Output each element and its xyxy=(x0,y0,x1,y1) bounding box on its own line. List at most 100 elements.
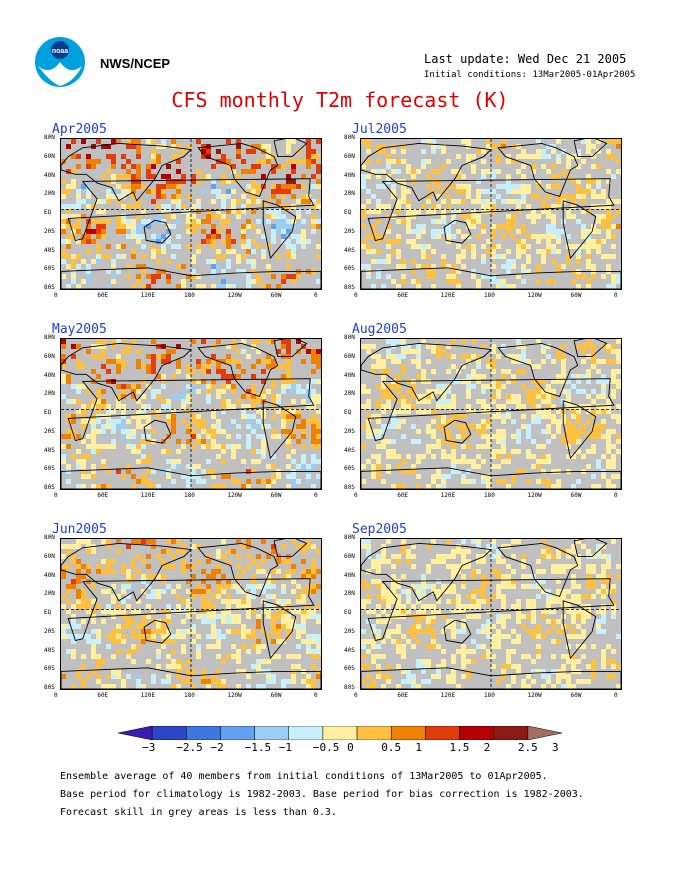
footnotes: Ensemble average of 40 members from init… xyxy=(60,768,584,822)
x-tick-label: 60E xyxy=(97,492,109,499)
last-update-text: Last update: Wed Dec 21 2005 xyxy=(424,52,627,66)
colorbar-segment xyxy=(390,726,426,740)
x-tick-label: 120E xyxy=(140,492,156,499)
y-tick-label: 60N xyxy=(344,352,355,360)
colorbar-segment xyxy=(151,726,187,740)
colorbar-label: −2 xyxy=(210,741,224,754)
colorbar-label: 1.5 xyxy=(449,741,470,754)
colorbar-label: 0 xyxy=(347,741,354,754)
y-tick-label: 40N xyxy=(344,371,355,379)
map-canvas xyxy=(361,339,621,489)
page-title: CFS monthly T2m forecast (K) xyxy=(171,88,509,112)
colorbar-segment xyxy=(220,726,255,740)
y-tick-label: EQ xyxy=(44,209,52,216)
forecast-map xyxy=(360,338,622,490)
y-tick-label: 20N xyxy=(344,590,355,598)
x-tick-label: 60W xyxy=(270,692,282,699)
colorbar-segment xyxy=(356,726,392,740)
panel-title: Jul2005 xyxy=(352,122,407,137)
x-tick-label: 120W xyxy=(227,292,242,299)
x-tick-label: 120W xyxy=(227,492,242,499)
colorbar-label: 2 xyxy=(483,741,491,754)
x-tick-label: 180 xyxy=(184,492,195,499)
x-tick-label: 120W xyxy=(227,692,242,699)
x-tick-label: 180 xyxy=(484,692,495,699)
y-tick-label: 40N xyxy=(44,171,55,179)
x-tick-label: 60W xyxy=(270,292,282,299)
map-canvas xyxy=(361,539,621,689)
y-tick-label: EQ xyxy=(344,409,352,416)
y-tick-label: 20S xyxy=(44,227,55,235)
y-tick-label: 20S xyxy=(344,627,355,635)
map-canvas xyxy=(61,539,321,689)
footnote-skill: Forecast skill in grey areas is less tha… xyxy=(60,807,337,818)
x-tick-label: 0 xyxy=(54,292,58,299)
y-tick-label: 60N xyxy=(44,152,55,160)
x-tick-label: 0 xyxy=(314,292,318,299)
y-tick-label: 20N xyxy=(344,190,355,198)
y-tick-label: 40S xyxy=(44,246,55,254)
y-tick-label: 40N xyxy=(344,171,355,179)
colorbar-label: 2.5 xyxy=(517,741,538,754)
x-tick-label: 60E xyxy=(97,292,109,299)
colorbar-label: −0.5 xyxy=(312,741,340,754)
x-tick-label: 0 xyxy=(314,692,318,699)
colorbar xyxy=(118,726,562,740)
x-tick-label: 60W xyxy=(270,492,282,499)
map-panel-sep: Sep2005 80N 60N 40N 20N EQ 20S 40S 60S 80S 0 60E 12… xyxy=(344,522,642,702)
colorbar-segment xyxy=(322,726,358,740)
y-tick-label: 60N xyxy=(344,152,355,160)
x-tick-label: 120W xyxy=(527,492,542,499)
map-panel-may: May2005 80N 60N 40N 20N EQ 20S 40S 60S 80S 0 60E 12… xyxy=(44,322,342,502)
y-tick-label: 20S xyxy=(44,427,55,435)
y-tick-label: 20N xyxy=(44,590,55,598)
x-tick-label: 60W xyxy=(570,492,582,499)
y-tick-label: 60S xyxy=(344,265,355,273)
y-tick-label: 80S xyxy=(44,284,55,291)
colorbar-label: 3 xyxy=(552,741,559,754)
x-tick-label: 0 xyxy=(354,692,358,699)
y-tick-label: 80S xyxy=(344,684,355,691)
colorbar-segment xyxy=(493,726,529,740)
colorbar-segment xyxy=(254,726,290,740)
x-tick-label: 120E xyxy=(140,292,156,299)
y-tick-label: 60S xyxy=(344,665,355,673)
map-canvas xyxy=(361,139,621,289)
x-tick-label: 0 xyxy=(354,292,358,299)
map-panel-aug: Aug2005 80N 60N 40N 20N EQ 20S 40S 60S 80S 0 60E 12… xyxy=(344,322,642,502)
forecast-map xyxy=(60,338,322,490)
x-tick-label: 180 xyxy=(484,292,495,299)
y-tick-label: EQ xyxy=(44,409,52,416)
y-tick-label: 40N xyxy=(44,571,55,579)
y-tick-label: EQ xyxy=(44,609,52,616)
forecast-map xyxy=(360,138,622,290)
y-tick-label: 40S xyxy=(344,646,355,654)
x-tick-label: 180 xyxy=(484,492,495,499)
x-tick-label: 120W xyxy=(527,692,542,699)
map-panel-jun: Jun2005 80N 60N 40N 20N EQ 20S 40S 60S 80S 0 60E 12… xyxy=(44,522,342,702)
x-tick-label: 180 xyxy=(184,692,195,699)
panel-title: Sep2005 xyxy=(352,522,407,537)
y-tick-label: 60S xyxy=(44,465,55,473)
colorbar-segment xyxy=(186,726,221,740)
y-tick-label: 80N xyxy=(344,334,355,341)
footnote-ensemble: Ensemble average of 40 members from init… xyxy=(60,771,548,782)
y-tick-label: 60N xyxy=(344,552,355,560)
initial-conditions-text: Initial conditions: 13Mar2005-01Apr2005 xyxy=(424,70,636,80)
x-tick-label: 0 xyxy=(314,492,318,499)
y-tick-label: 40S xyxy=(44,646,55,654)
y-tick-label: 20N xyxy=(44,190,55,198)
y-tick-label: 60S xyxy=(44,665,55,673)
x-tick-label: 60W xyxy=(570,692,582,699)
x-tick-label: 60E xyxy=(397,292,409,299)
y-tick-label: 80N xyxy=(344,134,355,141)
y-tick-label: 40S xyxy=(344,246,355,254)
y-tick-label: 20N xyxy=(44,390,55,398)
x-tick-label: 60E xyxy=(397,692,409,699)
y-tick-label: 40N xyxy=(344,571,355,579)
colorbar-label: −2.5 xyxy=(176,741,203,754)
map-panel-apr: Apr2005 80N 60N 40N 20N EQ 20S 40S 60S 80S 0 60E 12… xyxy=(44,122,342,302)
colorbar-segment xyxy=(527,726,562,740)
y-tick-label: 80N xyxy=(44,534,55,541)
x-tick-label: 60E xyxy=(397,492,409,499)
